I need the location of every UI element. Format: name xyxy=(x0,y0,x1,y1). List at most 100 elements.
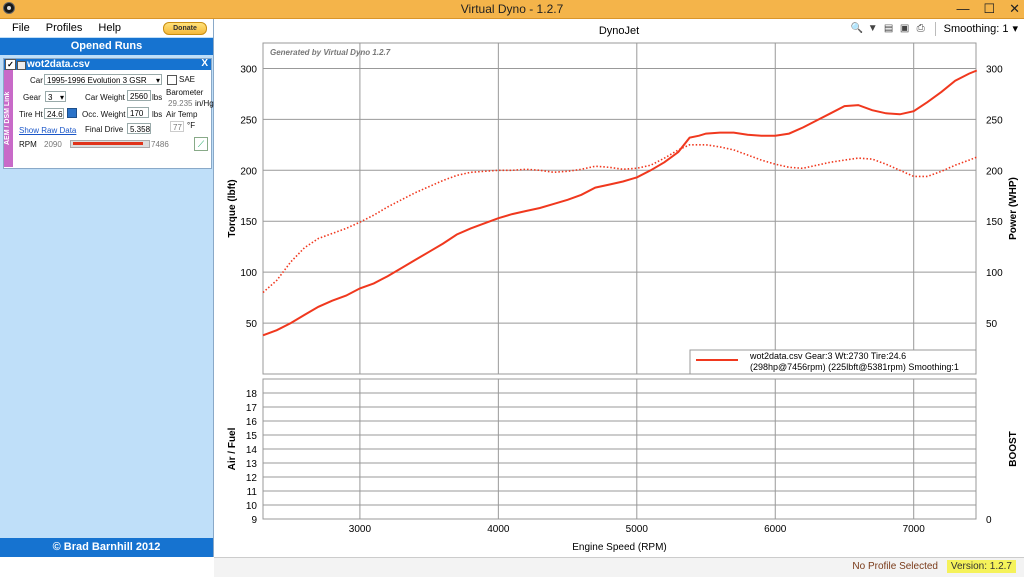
tire-label: Tire Ht xyxy=(19,110,43,119)
run-card: ✓ wot2data.csv X AEM / DSM Link Car 1995… xyxy=(3,58,214,169)
y-right-axis-label: BOOST xyxy=(1008,431,1019,467)
y-tick-label: 200 xyxy=(240,166,257,177)
rpm-range-fill xyxy=(73,142,143,145)
car-select[interactable]: 1995-1996 Evolution 3 GSR xyxy=(44,74,162,85)
y-tick-label: 16 xyxy=(246,417,258,428)
y-tick-label: 50 xyxy=(246,319,258,330)
series-power-line xyxy=(262,69,978,337)
legend: wot2data.csv Gear:3 Wt:2730 Tire:24.6(29… xyxy=(689,349,977,375)
sae-label: SAE xyxy=(179,75,196,84)
run-checkbox[interactable]: ✓ xyxy=(5,59,16,70)
y-tick-label: 12 xyxy=(246,473,258,484)
print-icon[interactable]: ⎙ xyxy=(916,22,925,34)
window-controls: — ☐ ✕ xyxy=(956,0,1020,18)
air-temp-field[interactable]: 77 xyxy=(170,121,184,132)
title-bar: Virtual Dyno - 1.2.7 — ☐ ✕ xyxy=(0,0,1024,19)
gear-label: Gear xyxy=(23,93,41,102)
y-right-tick-label: 0 xyxy=(986,515,992,526)
y-right-tick-label: 100 xyxy=(986,268,1003,279)
y-tick-label: 9 xyxy=(251,515,257,526)
smoothing-dropdown[interactable]: Smoothing: 1 xyxy=(943,22,1009,35)
dyno-chart: DynoJet 30004000500060007000501001502002… xyxy=(227,25,1019,553)
chart-area: 🔍 ▼ ▤ ▣ ⎙ Smoothing: 1 ▾ DynoJet 3000400… xyxy=(214,19,1024,557)
car-weight-unit: lbs xyxy=(152,93,163,102)
toolbar-separator xyxy=(934,21,936,36)
donate-button[interactable]: Donate xyxy=(163,22,207,35)
graph-icon[interactable]: ⟋ xyxy=(194,137,208,151)
occ-weight-field[interactable]: 170 xyxy=(127,107,149,118)
x-tick-label: 5000 xyxy=(626,524,649,535)
torque-power-plot: 3000400050006000700050100150200250300501… xyxy=(227,42,1019,390)
car-weight-field[interactable]: 2560 xyxy=(127,90,151,101)
sae-checkbox[interactable] xyxy=(167,75,177,85)
version-badge[interactable]: Version: 1.2.7 xyxy=(946,560,1016,573)
plot-frame-0 xyxy=(262,42,977,375)
x-tick-label: 7000 xyxy=(903,524,926,535)
y-right-axis-label: Power (WHP) xyxy=(1008,177,1019,240)
watermark: Generated by Virtual Dyno 1.2.7 xyxy=(270,48,391,57)
occ-weight-unit: lbs xyxy=(152,110,163,119)
app-icon[interactable] xyxy=(3,2,15,14)
x-tick-label: 3000 xyxy=(349,524,372,535)
y-tick-label: 100 xyxy=(240,268,257,279)
legend-line-1: wot2data.csv Gear:3 Wt:2730 Tire:24.6 xyxy=(749,351,906,361)
side-tab[interactable]: AEM / DSM Link xyxy=(4,70,13,167)
tire-field[interactable]: 24.6 xyxy=(44,108,64,119)
folder-icon[interactable]: ▤ xyxy=(883,22,894,34)
run-header: ✓ wot2data.csv X xyxy=(4,58,211,70)
toolbar: 🔍 ▼ ▤ ▣ ⎙ Smoothing: 1 ▾ xyxy=(851,19,1018,38)
filter-icon[interactable]: ▼ xyxy=(867,22,878,34)
rpm-range-slider[interactable] xyxy=(70,140,150,148)
y-axis-label: Torque (lbft) xyxy=(227,179,238,237)
menu-help[interactable]: Help xyxy=(98,22,122,34)
show-raw-data-link[interactable]: Show Raw Data xyxy=(19,126,77,135)
y-axis-label: Air / Fuel xyxy=(227,427,238,470)
y-right-tick-label: 150 xyxy=(986,217,1003,228)
y-tick-label: 18 xyxy=(246,389,258,400)
y-tick-label: 11 xyxy=(247,487,258,498)
barometer-label: Barometer xyxy=(166,88,204,97)
zoom-icon[interactable]: 🔍 xyxy=(850,22,864,34)
run-filename: wot2data.csv xyxy=(27,59,90,70)
car-label: Car xyxy=(30,76,43,85)
y-right-tick-label: 300 xyxy=(986,64,1003,75)
y-tick-label: 15 xyxy=(246,431,258,442)
y-right-tick-label: 50 xyxy=(986,319,998,330)
close-run-icon[interactable]: X xyxy=(201,58,208,69)
final-drive-field[interactable]: 5.358 xyxy=(127,123,151,134)
y-tick-label: 14 xyxy=(246,445,258,456)
legend-box xyxy=(689,349,977,375)
y-right-tick-label: 250 xyxy=(986,115,1003,126)
rpm-label: RPM xyxy=(19,140,37,149)
rpm-max: 7486 xyxy=(151,140,169,149)
collapse-icon[interactable] xyxy=(17,61,26,70)
status-bar: No Profile Selected Version: 1.2.7 xyxy=(214,557,1024,577)
y-tick-label: 13 xyxy=(246,459,258,470)
profile-status[interactable]: No Profile Selected xyxy=(852,561,938,572)
legend-line-2: (298hp@7456rpm) (225lbft@5381rpm) Smooth… xyxy=(750,362,959,372)
air-temp-unit: °F xyxy=(187,121,196,130)
maximize-icon[interactable]: ☐ xyxy=(983,1,996,16)
save-icon[interactable]: ▣ xyxy=(899,22,910,34)
x-tick-label: 4000 xyxy=(487,524,510,535)
chevron-down-icon[interactable]: ▾ xyxy=(1012,23,1018,35)
menu-file[interactable]: File xyxy=(12,22,30,34)
menu-profiles[interactable]: Profiles xyxy=(45,22,83,34)
menu-bar: File Profiles Help Donate xyxy=(0,19,213,37)
y-tick-label: 250 xyxy=(240,115,257,126)
barometer-unit: in/Hg xyxy=(195,99,214,108)
car-weight-label: Car Weight xyxy=(85,93,125,102)
opened-runs-header: Opened Runs xyxy=(0,38,213,55)
gear-select[interactable]: 3 xyxy=(45,91,66,102)
left-panel: File Profiles Help Donate Opened Runs ✓ … xyxy=(0,19,214,557)
window-title: Virtual Dyno - 1.2.7 xyxy=(460,2,564,16)
air-temp-label: Air Temp xyxy=(166,110,198,119)
y-tick-label: 150 xyxy=(240,217,257,228)
close-icon[interactable]: ✕ xyxy=(1009,1,1020,16)
copyright: © Brad Barnhill 2012 xyxy=(0,538,213,557)
minimize-icon[interactable]: — xyxy=(956,1,970,16)
barometer-field[interactable]: 29.235 xyxy=(166,98,194,109)
x-axis-label: Engine Speed (RPM) xyxy=(572,542,667,553)
y-tick-label: 10 xyxy=(246,501,258,512)
calculator-icon[interactable] xyxy=(67,108,77,118)
